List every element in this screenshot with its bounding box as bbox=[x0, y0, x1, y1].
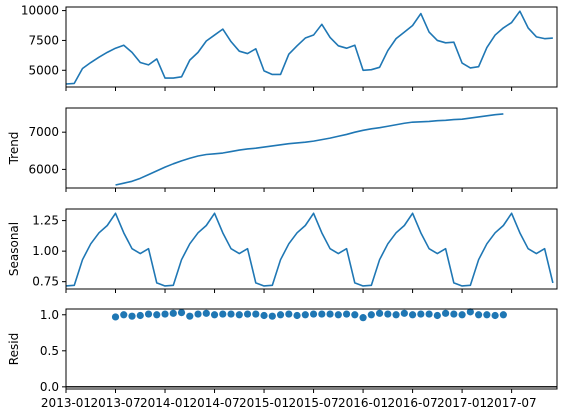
seasonal-ylabel: Seasonal bbox=[7, 222, 21, 276]
resid-point bbox=[153, 311, 161, 319]
resid-point bbox=[475, 311, 483, 319]
resid-point bbox=[161, 310, 169, 318]
resid-point bbox=[260, 311, 268, 320]
resid-point bbox=[483, 311, 491, 319]
resid-point bbox=[359, 314, 367, 322]
resid-ytick-label: 0.5 bbox=[40, 344, 59, 358]
resid-point bbox=[268, 312, 276, 320]
resid-point bbox=[491, 311, 499, 320]
resid-point bbox=[128, 312, 136, 320]
xtick-label: 2014-07 bbox=[189, 396, 239, 410]
resid-point bbox=[425, 310, 433, 318]
resid-point bbox=[276, 311, 285, 319]
resid-point bbox=[342, 310, 351, 318]
resid-point bbox=[392, 311, 400, 319]
observed-ytick-label: 5000 bbox=[28, 63, 59, 77]
resid-point bbox=[442, 309, 450, 317]
resid-point bbox=[136, 311, 144, 320]
resid-axes-frame bbox=[65, 308, 558, 390]
xtick-label: 2013-01 bbox=[41, 396, 91, 410]
observed-ytick-label: 7500 bbox=[28, 33, 59, 47]
resid-point bbox=[301, 311, 309, 319]
resid-point bbox=[227, 310, 235, 318]
resid-ytick-label: 1.0 bbox=[40, 308, 59, 322]
resid-point bbox=[458, 311, 466, 319]
resid-point bbox=[408, 311, 417, 319]
resid-point bbox=[417, 310, 425, 318]
trend-ylabel: Trend bbox=[7, 132, 21, 166]
resid-point bbox=[210, 311, 219, 319]
trend-ytick-label: 7000 bbox=[28, 125, 59, 139]
resid-point bbox=[243, 310, 252, 318]
resid-point bbox=[318, 310, 326, 318]
seasonal-axes-frame bbox=[65, 208, 558, 290]
resid-point bbox=[177, 309, 186, 317]
resid-point bbox=[351, 311, 359, 319]
resid-point bbox=[334, 311, 342, 319]
observed-ytick-label: 10000 bbox=[21, 4, 59, 18]
resid-point bbox=[367, 311, 375, 319]
resid-point bbox=[400, 309, 408, 317]
trend-ytick-label: 6000 bbox=[28, 162, 59, 176]
xtick-label: 2017-07 bbox=[487, 396, 537, 410]
resid-ytick-label: 0.0 bbox=[40, 380, 59, 394]
resid-point bbox=[235, 311, 243, 319]
resid-point bbox=[202, 309, 210, 317]
resid-point bbox=[144, 310, 153, 318]
resid-point bbox=[194, 310, 202, 318]
trend-axes-frame bbox=[65, 107, 558, 189]
resid-point bbox=[326, 310, 334, 318]
seasonal-ytick-label: 1.00 bbox=[32, 244, 59, 258]
resid-point bbox=[433, 311, 441, 320]
xtick-label: 2015-07 bbox=[288, 396, 338, 410]
observed-series-line bbox=[65, 10, 553, 85]
xtick-label: 2015-01 bbox=[239, 396, 289, 410]
resid-point bbox=[111, 313, 120, 321]
resid-point bbox=[466, 308, 474, 316]
xtick-label: 2016-07 bbox=[388, 396, 438, 410]
resid-point bbox=[375, 309, 384, 317]
resid-point bbox=[219, 310, 227, 318]
xtick-label: 2017-01 bbox=[437, 396, 487, 410]
resid-point bbox=[186, 312, 194, 320]
observed-axes-frame bbox=[65, 6, 558, 88]
resid-point bbox=[252, 310, 260, 318]
resid-point bbox=[169, 309, 177, 317]
seasonal-series-line bbox=[65, 212, 554, 287]
resid-ylabel: Resid bbox=[7, 333, 21, 365]
resid-point bbox=[293, 311, 301, 320]
xtick-label: 2016-01 bbox=[338, 396, 388, 410]
trend-series-line bbox=[115, 113, 504, 186]
resid-point bbox=[285, 310, 293, 318]
resid-point bbox=[309, 310, 318, 318]
resid-point bbox=[450, 310, 458, 318]
resid-point bbox=[120, 311, 128, 319]
resid-point bbox=[384, 310, 392, 318]
resid-point bbox=[499, 311, 507, 319]
xtick-label: 2013-07 bbox=[90, 396, 140, 410]
seasonal-ytick-label: 1.25 bbox=[32, 214, 59, 228]
xtick-label: 2014-01 bbox=[140, 396, 190, 410]
seasonal-ytick-label: 0.75 bbox=[32, 275, 59, 289]
